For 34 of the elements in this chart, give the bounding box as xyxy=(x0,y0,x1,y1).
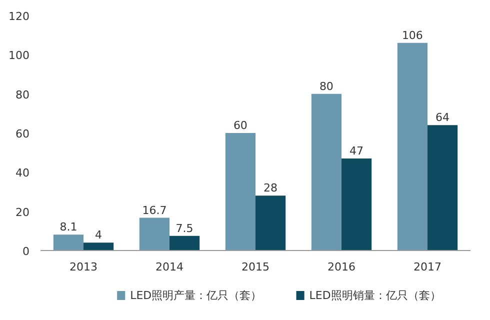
bar xyxy=(342,158,372,250)
data-label: 7.5 xyxy=(176,222,194,235)
bar xyxy=(256,196,286,250)
data-label: 64 xyxy=(436,111,450,124)
bar xyxy=(397,42,428,250)
x-tick-label: 2016 xyxy=(328,260,356,274)
x-tick-label: 2017 xyxy=(414,260,442,274)
bar xyxy=(84,242,114,250)
y-tick-label: 20 xyxy=(16,206,30,219)
x-tick-label: 2014 xyxy=(156,260,184,274)
data-label: 16.7 xyxy=(142,204,167,217)
legend-label: LED照明产量：亿只（套） xyxy=(130,289,262,302)
bar xyxy=(53,234,84,250)
y-tick-label: 60 xyxy=(16,128,30,140)
bar xyxy=(311,94,342,250)
y-tick-label: 120 xyxy=(8,10,30,23)
x-tick-label: 2015 xyxy=(242,260,270,274)
data-label: 80 xyxy=(319,80,334,93)
bar xyxy=(170,236,200,250)
data-label: 28 xyxy=(264,182,278,195)
bar xyxy=(139,218,170,250)
data-label: 8.1 xyxy=(60,220,78,234)
data-label: 106 xyxy=(402,28,423,42)
y-tick-label: 40 xyxy=(16,166,30,180)
legend-label: LED照明销量：亿只（套） xyxy=(309,289,441,302)
y-tick-label: 100 xyxy=(8,49,30,62)
data-label: 60 xyxy=(233,119,248,132)
data-label: 47 xyxy=(350,144,364,158)
x-tick-label: 2013 xyxy=(70,260,98,274)
y-tick-label: 0 xyxy=(22,245,30,258)
bar xyxy=(225,133,256,250)
bar xyxy=(428,125,458,250)
data-label: 4 xyxy=(95,228,102,242)
y-tick-label: 80 xyxy=(16,88,30,102)
